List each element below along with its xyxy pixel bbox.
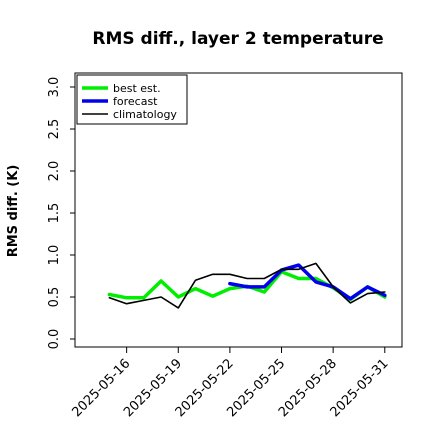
y-tick-label: 2.5 (47, 119, 62, 140)
y-tick-label: 2.0 (47, 161, 62, 182)
y-axis-label: RMS diff. (K) (6, 165, 21, 258)
legend-label-forecast: forecast (113, 95, 158, 108)
series-line-forecast (228, 263, 387, 301)
y-tick-label: 3.0 (47, 77, 62, 98)
legend-label-best-est: best est. (113, 82, 161, 95)
y-tick-label: 0.5 (47, 287, 62, 308)
plot-frame (74, 72, 403, 348)
y-tick-label: 1.5 (47, 203, 62, 224)
y-tick-label: 1.0 (47, 245, 62, 266)
y-axis: 0.0 0.5 1.0 1.5 2.0 2.5 3.0 (47, 77, 75, 350)
series-line-climatology (108, 262, 386, 309)
legend: best est. forecast climatology (76, 74, 188, 125)
legend-label-climatology: climatology (113, 108, 177, 121)
chart-title: RMS diff., layer 2 temperature (92, 29, 383, 49)
series-group (107, 262, 387, 309)
x-axis: 2025-05-162025-05-192025-05-222025-05-25… (69, 347, 392, 420)
y-tick-label: 0.0 (47, 329, 62, 350)
